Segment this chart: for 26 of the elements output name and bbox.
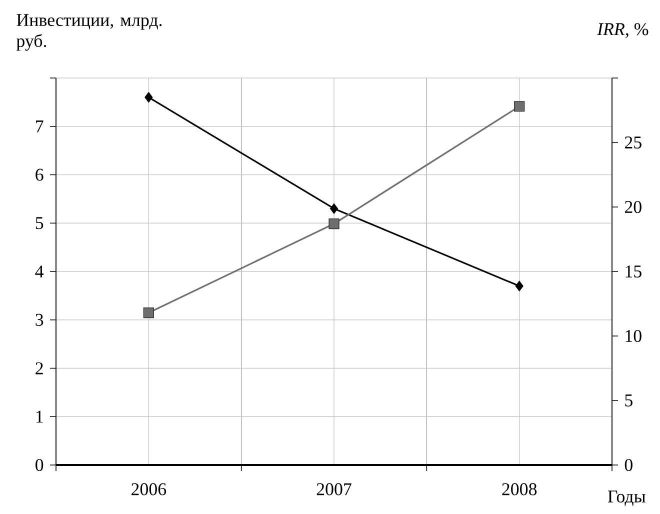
x-tick-label: 2007 bbox=[316, 483, 352, 496]
point bbox=[330, 203, 338, 214]
x-tick-label: 2008 bbox=[502, 483, 537, 496]
y-tick-label: 1 bbox=[36, 410, 43, 423]
y-tick-label: 4 bbox=[35, 266, 44, 278]
y2-tick-label: 5 bbox=[625, 394, 632, 406]
y2-tick-label: 20 bbox=[624, 200, 642, 214]
y-tick-label: 6 bbox=[36, 168, 44, 181]
y-tick-label: 7 bbox=[36, 120, 44, 132]
y-axis-title: Инвестиции, млрд. руб. bbox=[16, 14, 162, 51]
y-tick-label: 2 bbox=[36, 362, 43, 374]
x-axis-title: Годы bbox=[608, 490, 646, 506]
point bbox=[515, 280, 524, 292]
point bbox=[514, 101, 525, 112]
y-tick-label: 5 bbox=[36, 217, 44, 230]
y-tick-label: 3 bbox=[36, 314, 44, 326]
x-tick-label: 2006 bbox=[132, 483, 166, 496]
point bbox=[143, 307, 154, 318]
y2-tick-label: 0 bbox=[624, 458, 632, 472]
y-tick-label: 0 bbox=[36, 458, 44, 472]
point bbox=[328, 218, 340, 230]
y2-axis-title: IRR, % bbox=[596, 23, 648, 38]
y2-tick-label: 10 bbox=[626, 330, 642, 342]
y2-tick-label: 15 bbox=[626, 265, 642, 278]
point bbox=[144, 92, 153, 103]
y2-tick-label: 25 bbox=[624, 136, 642, 149]
